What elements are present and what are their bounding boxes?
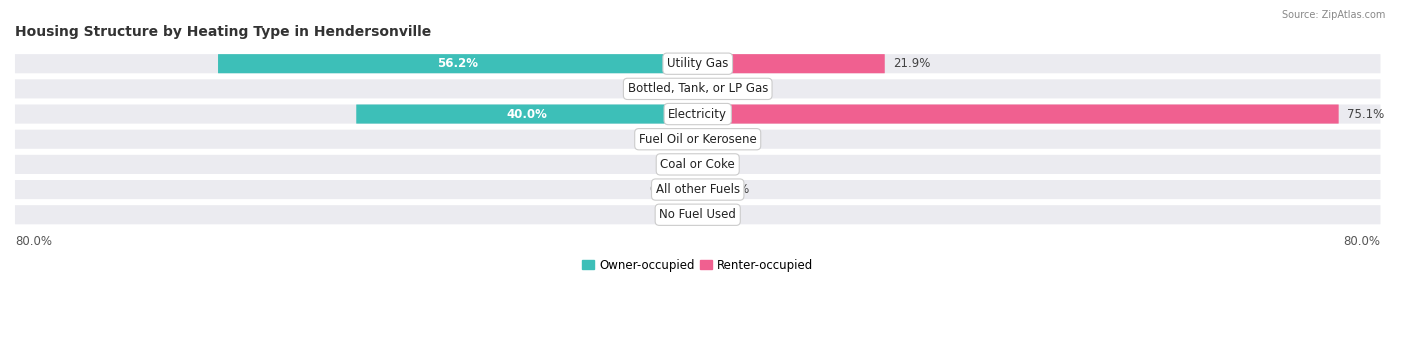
Text: 75.1%: 75.1% [1347,107,1385,121]
Text: 56.2%: 56.2% [437,57,478,70]
Text: 1.4%: 1.4% [647,133,678,146]
FancyBboxPatch shape [356,104,697,124]
FancyBboxPatch shape [218,54,697,73]
Text: Electricity: Electricity [668,107,727,121]
Text: 0.0%: 0.0% [659,158,689,171]
FancyBboxPatch shape [15,205,1381,224]
Text: 80.0%: 80.0% [1343,235,1381,248]
FancyBboxPatch shape [695,180,697,199]
Text: Utility Gas: Utility Gas [666,57,728,70]
FancyBboxPatch shape [679,79,697,99]
Text: 21.9%: 21.9% [893,57,931,70]
FancyBboxPatch shape [697,54,884,73]
Text: All other Fuels: All other Fuels [655,183,740,196]
Text: 0.0%: 0.0% [659,208,689,221]
Text: No Fuel Used: No Fuel Used [659,208,737,221]
FancyBboxPatch shape [697,130,700,149]
FancyBboxPatch shape [15,180,1381,199]
Text: 2.1%: 2.1% [641,83,671,95]
Text: Bottled, Tank, or LP Gas: Bottled, Tank, or LP Gas [627,83,768,95]
Text: 40.0%: 40.0% [506,107,547,121]
FancyBboxPatch shape [15,155,1381,174]
Text: 0.25%: 0.25% [709,133,745,146]
FancyBboxPatch shape [15,79,1381,99]
Text: 80.0%: 80.0% [15,235,52,248]
Text: Coal or Coke: Coal or Coke [661,158,735,171]
Text: 1.8%: 1.8% [721,83,751,95]
FancyBboxPatch shape [15,54,1381,73]
Text: 0.3%: 0.3% [709,208,738,221]
Text: 0.67%: 0.67% [711,183,749,196]
Text: Housing Structure by Heating Type in Hendersonville: Housing Structure by Heating Type in Hen… [15,25,432,39]
Text: 0.36%: 0.36% [650,183,686,196]
Text: Source: ZipAtlas.com: Source: ZipAtlas.com [1281,10,1385,20]
Text: Fuel Oil or Kerosene: Fuel Oil or Kerosene [638,133,756,146]
FancyBboxPatch shape [697,79,713,99]
FancyBboxPatch shape [697,205,700,224]
FancyBboxPatch shape [697,180,703,199]
FancyBboxPatch shape [15,130,1381,149]
Legend: Owner-occupied, Renter-occupied: Owner-occupied, Renter-occupied [578,254,818,277]
FancyBboxPatch shape [15,104,1381,124]
FancyBboxPatch shape [697,104,1339,124]
FancyBboxPatch shape [686,130,697,149]
Text: 0.0%: 0.0% [706,158,735,171]
